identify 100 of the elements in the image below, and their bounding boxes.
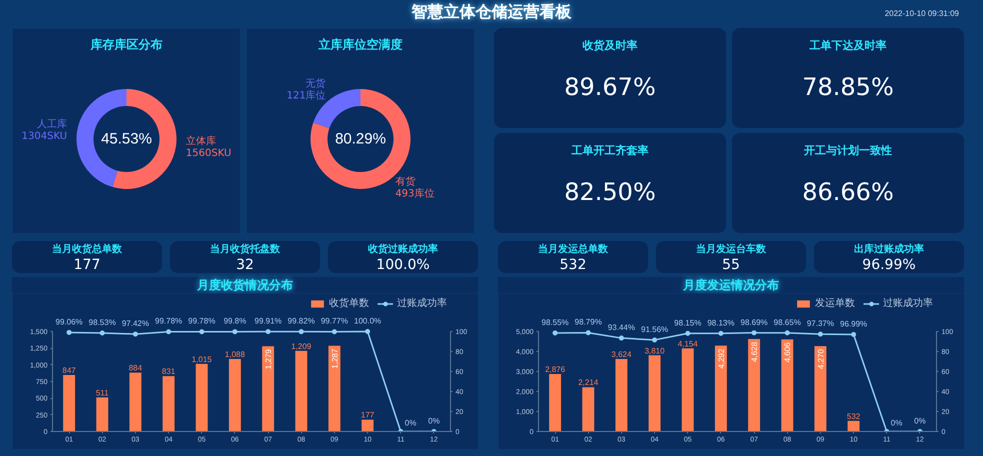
data-label: 99.77% [320,316,348,326]
data-label: 99.82% [288,316,315,326]
data-label: 98.69% [740,318,768,327]
text: 100.0% [375,256,431,275]
data-label: 493库位 [395,187,434,200]
text: 开工与计划一致性 [803,143,893,159]
data-label: 4,270 [816,348,826,370]
point [685,330,690,336]
data-label: 99.06% [56,317,83,326]
bar [328,346,340,432]
data-label: 98.55% [542,318,569,327]
point [586,330,591,336]
text: 当月收货总单数 [51,243,123,257]
slice-label: 立体库 [186,134,216,147]
text: 收货过账成功率 [367,243,439,257]
data-label: 98.15% [674,318,702,328]
point [652,337,658,342]
bar [96,397,108,432]
legend-label: 过账成功率 [397,296,447,310]
data-label: 1,209 [291,342,312,351]
bar [129,372,142,432]
data-label: 4,606 [783,342,792,362]
data-label: 98.65% [774,318,801,327]
text: 工单开工齐套率 [570,143,650,159]
point [552,330,558,336]
bar [162,376,175,432]
bar [814,346,826,432]
bar [362,420,374,432]
bar [196,364,208,432]
data-label: 1,088 [224,350,246,359]
point [618,336,624,341]
point [132,332,138,337]
data-label: 99.78% [188,316,216,326]
text: 当月发运台车数 [695,243,767,257]
data-label: 91.56% [641,324,668,334]
data-label: 532 [846,412,861,421]
bar [295,350,308,432]
point [332,329,337,334]
point [818,332,823,337]
bar [848,420,860,432]
data-label: 99.91% [254,316,282,326]
data-label: 97.37% [806,319,834,328]
data-label: 4,154 [678,339,698,348]
bar [714,346,727,432]
data-label: 177 [360,410,375,420]
data-label: 98.53% [88,318,116,327]
text: 80.29% [335,130,386,148]
point [166,329,172,334]
point [851,332,856,338]
data-label: 100.0% [354,316,382,326]
legend-label: 收货单数 [329,296,369,310]
text: 532 [558,256,588,275]
text: 当月收货托盘数 [209,243,281,257]
data-label: 2,214 [578,378,599,388]
data-label: 2,876 [545,364,566,374]
text: 96.99% [861,256,917,275]
bar [549,374,562,432]
point [266,329,271,334]
point [718,330,724,336]
data-label: 511 [96,388,110,398]
data-label: 99.78% [155,316,182,326]
data-label: 97.42% [122,319,149,328]
data-label: 3,810 [644,346,666,356]
point [365,329,370,334]
data-label: 4,292 [716,348,726,369]
text: 收货及时率 [582,38,638,54]
chart-title: 月度发运情况分布 [498,277,964,294]
data-label: 4,628 [750,341,760,362]
data-label: 0% [404,418,416,428]
text: 工单下达及时率 [808,38,888,54]
text: 86.66% [801,177,895,208]
slice-label: 人工库 [37,118,68,130]
chart-title: 月度收货情况分布 [12,277,478,294]
bar [682,348,694,432]
bar [63,375,76,432]
point [752,330,757,336]
text: 89.67% [563,72,657,103]
data-label: 96.99% [840,320,868,329]
data-label: 1560SKU [186,148,232,159]
text: 177 [72,256,102,275]
text: 当月发运总单数 [537,243,609,257]
text: 智慧立体仓储运营看板 [412,2,572,21]
chart-title: 库存库区分布 [90,38,162,52]
bar [615,359,628,432]
bar [262,346,274,432]
slice-label: 无货 [306,78,326,90]
point [298,329,304,334]
text: 45.53% [101,130,152,148]
legend-label: 过账成功率 [883,296,933,310]
data-label: 3,624 [611,350,632,360]
data-label: 831 [162,367,176,376]
data-label: 0% [428,416,440,426]
bar [648,355,661,432]
data-label: 99.8% [224,316,246,326]
bar [582,387,594,432]
text: 出库过账成功率 [853,243,925,257]
point [784,330,790,336]
data-label: 0% [914,416,926,426]
bar [228,358,241,432]
data-label: 1,015 [192,354,212,364]
